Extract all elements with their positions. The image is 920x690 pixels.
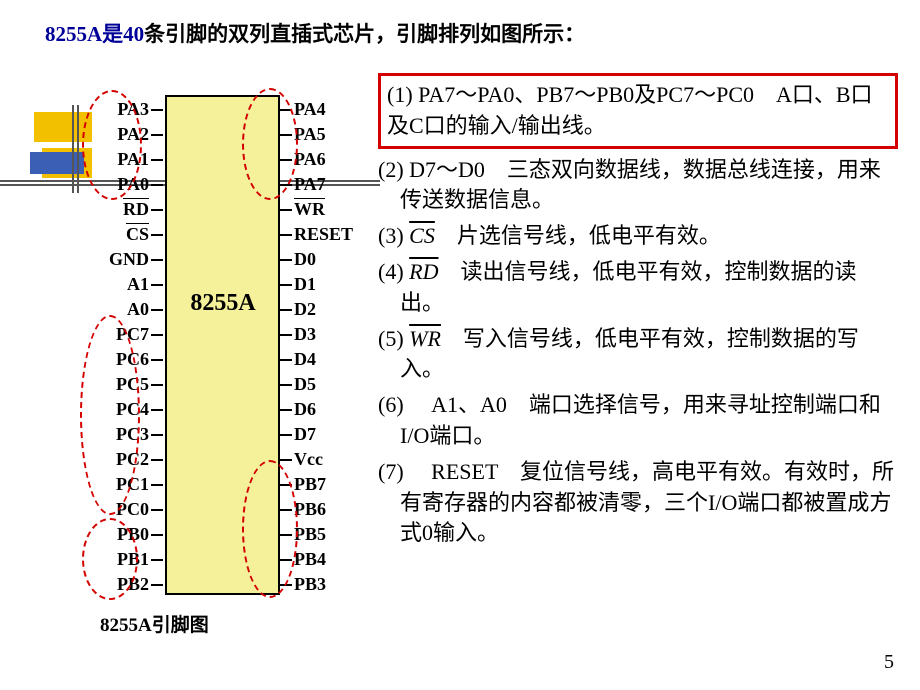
pin-stub [280,309,292,311]
pin-stub [151,284,163,286]
pin-vcc: Vcc [280,447,323,472]
pin-label: RESET [294,224,353,245]
title-rest: 条引脚的双列直插式芯片，引脚排列如图所示： [144,22,585,46]
desc-item-3: (3) CS 片选信号线，低电平有效。 [378,221,898,252]
pin-label: D6 [294,399,316,420]
pin-group-highlight [82,90,142,200]
pin-stub [151,334,163,336]
decor-line [72,105,74,193]
pin-label: D5 [294,374,316,395]
pin-stub [280,409,292,411]
pin-group-highlight [242,88,298,200]
pin-stub [151,534,163,536]
pin-stub [280,259,292,261]
pin-group-highlight [242,460,298,598]
pin-stub [151,409,163,411]
pin-label: PA4 [294,99,326,120]
pin-d2: D2 [280,297,316,322]
pin-group-highlight [80,315,140,515]
pin-stub [151,184,163,186]
pin-label: PB3 [294,574,326,595]
pin-stub [280,459,292,461]
pin-stub [151,309,163,311]
pin-label: PB4 [294,549,326,570]
pin-d7: D7 [280,422,316,447]
pin-stub [280,384,292,386]
desc-item-5: (5) WR 写入信号线，低电平有效，控制数据的写入。 [378,324,898,386]
desc-item-6: (6) A1、A0 端口选择信号，用来寻址控制端口和I/O端口。 [378,390,898,452]
pin-stub [280,334,292,336]
pin-label: WR [294,199,325,220]
pin-label: D0 [294,249,316,270]
pin-stub [151,134,163,136]
pin-stub [151,434,163,436]
pin-label: D3 [294,324,316,345]
title-highlight: 8255A是40 [45,22,144,46]
page-title: 8255A是40条引脚的双列直插式芯片，引脚排列如图所示： [45,18,585,48]
pin-stub [280,434,292,436]
pin-label: PA7 [294,174,326,195]
pin-cs: CS [126,222,163,247]
pin-d4: D4 [280,347,316,372]
pin-label: PA5 [294,124,326,145]
pin-stub [151,209,163,211]
pin-label: PB7 [294,474,326,495]
pin-descriptions: (1) PA7～PA0、PB7～PB0及PC7～PC0 A口、B口及C口的输入/… [378,73,898,554]
pin-stub [151,259,163,261]
pin-label: PA6 [294,149,326,170]
pin-label: D1 [294,274,316,295]
pin-stub [280,209,292,211]
pin-label: Vcc [294,449,323,470]
chip-name: 8255A [168,290,278,317]
pin-label: A0 [127,299,149,320]
pin-stub [151,459,163,461]
pin-stub [280,284,292,286]
desc-item-2: (2) D7～D0 三态双向数据线，数据总线连接，用来传送数据信息。 [378,155,898,217]
pin-label: D2 [294,299,316,320]
pin-label: GND [109,249,149,270]
pin-label: RD [123,199,149,220]
pin-stub [151,584,163,586]
pin-stub [151,109,163,111]
pin-d6: D6 [280,397,316,422]
pin-rd: RD [123,197,163,222]
pin-d0: D0 [280,247,316,272]
pin-stub [151,159,163,161]
pin-a1: A1 [127,272,163,297]
pin-d1: D1 [280,272,316,297]
pin-stub [151,234,163,236]
desc-item-7: (7) RESET 复位信号线，高电平有效。有效时，所有寄存器的内容都被清零，三… [378,457,898,549]
desc-item-1: (1) PA7～PA0、PB7～PB0及PC7～PC0 A口、B口及C口的输入/… [378,73,898,149]
pin-label: PB6 [294,499,326,520]
decor-blue [30,152,84,174]
pin-label: D7 [294,424,316,445]
pin-d3: D3 [280,322,316,347]
pin-label: PB5 [294,524,326,545]
desc-item-4: (4) RD 读出信号线，低电平有效，控制数据的读出。 [378,257,898,319]
pin-d5: D5 [280,372,316,397]
pin-stub [151,384,163,386]
pin-label: A1 [127,274,149,295]
chip-caption: 8255A引脚图 [100,610,209,637]
pin-label: CS [126,224,149,245]
pin-reset: RESET [280,222,353,247]
pin-group-highlight [82,518,138,600]
page-number: 5 [884,651,894,674]
pin-stub [151,509,163,511]
pin-stub [151,359,163,361]
pin-gnd: GND [109,247,163,272]
pin-stub [151,484,163,486]
pin-stub [280,359,292,361]
decor-line [77,105,79,193]
pin-a0: A0 [127,297,163,322]
pin-label: D4 [294,349,316,370]
pin-wr: WR [280,197,325,222]
pin-stub [280,234,292,236]
pin-stub [151,559,163,561]
